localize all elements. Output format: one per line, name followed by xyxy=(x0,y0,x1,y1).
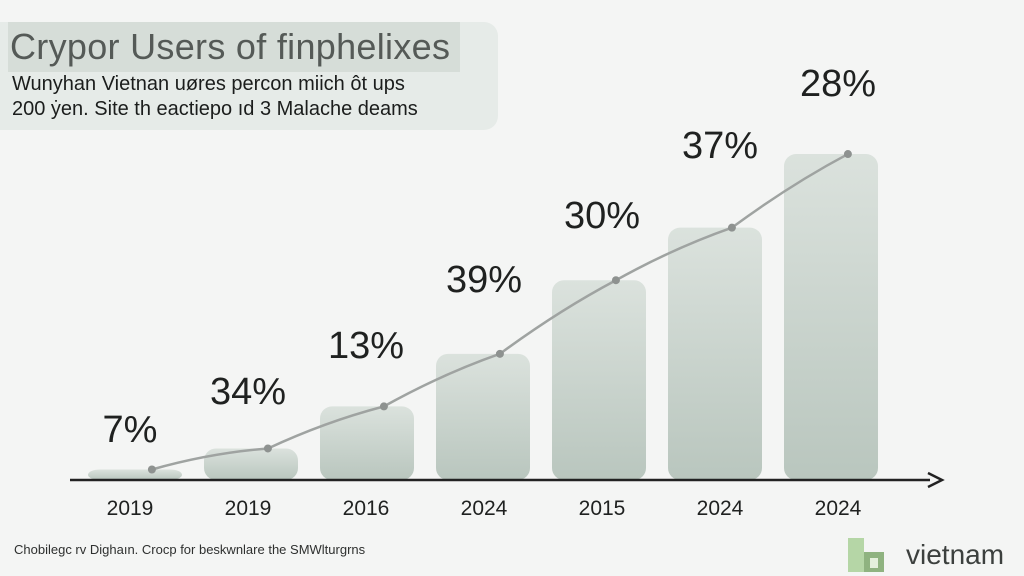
bar xyxy=(784,154,878,481)
data-label: 13% xyxy=(328,325,404,367)
x-tick-label: 2019 xyxy=(107,497,154,520)
subtitle-line-1: Wunyhan Vietnan uøres percon miich ôt up… xyxy=(12,73,405,95)
footer-note: Chobilegc rv Dighaın. Crocp for beskwnla… xyxy=(14,542,366,557)
brand-name: vietnam xyxy=(906,539,1005,570)
bar xyxy=(204,448,298,480)
data-label: 28% xyxy=(800,63,876,105)
data-label: 37% xyxy=(682,125,758,167)
chart-subtitle: Wunyhan Vietnan uøres percon miich ôt up… xyxy=(12,72,492,122)
trend-point xyxy=(379,402,388,411)
data-label: 34% xyxy=(210,371,286,413)
x-tick-label: 2015 xyxy=(579,497,626,520)
x-tick-label: 2019 xyxy=(225,497,272,520)
data-label: 30% xyxy=(564,195,640,237)
bar xyxy=(88,469,182,480)
trend-point xyxy=(727,223,736,232)
x-tick-label: 2024 xyxy=(815,497,862,520)
trend-point xyxy=(843,150,852,159)
trend-point xyxy=(611,276,620,285)
bar xyxy=(668,227,762,480)
x-tick-label: 2024 xyxy=(697,497,744,520)
brand-logo: vietnam xyxy=(848,536,1024,576)
x-tick-label: 2016 xyxy=(343,497,390,520)
data-label: 39% xyxy=(446,259,522,301)
x-tick-label: 2024 xyxy=(461,497,508,520)
trend-point xyxy=(147,465,156,474)
data-label: 7% xyxy=(103,409,158,451)
logo-mark-icon xyxy=(848,538,884,572)
title-box: Crypor Users of finphelixes xyxy=(8,22,461,72)
bar xyxy=(552,280,646,480)
bar xyxy=(436,353,530,480)
x-axis-arrow-icon xyxy=(927,471,945,489)
bar xyxy=(320,406,414,480)
page-title: Crypor Users of finphelixes xyxy=(10,26,451,67)
subtitle-line-2: 200 ẏen. Site th eactiepo ıd 3 Malache d… xyxy=(12,98,418,120)
trend-point xyxy=(495,349,504,358)
trend-point xyxy=(263,444,272,453)
